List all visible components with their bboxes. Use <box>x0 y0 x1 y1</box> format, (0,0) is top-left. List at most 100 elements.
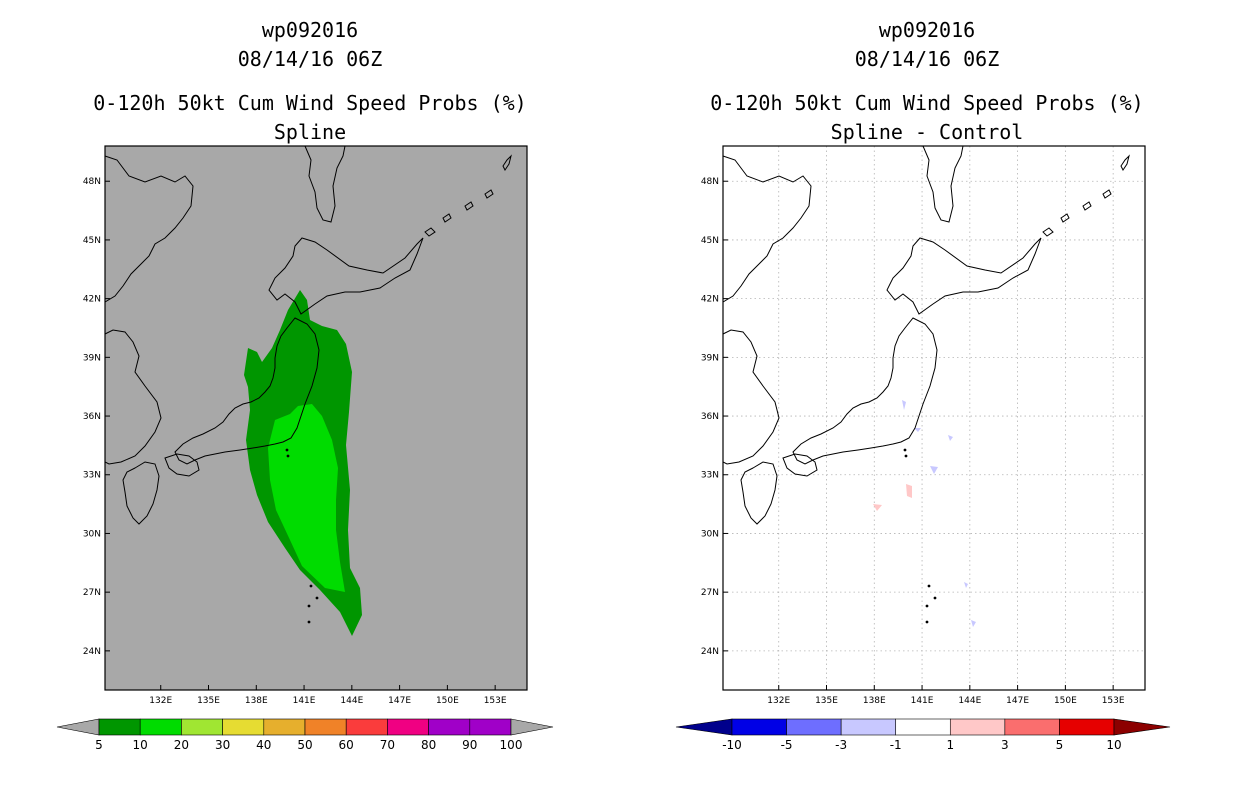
panel-diff-map-frame <box>722 145 1146 691</box>
panel-spline-minus-control: wp092016 08/14/16 06Z 0-120h 50kt Cum Wi… <box>675 18 1171 752</box>
colorbar-label: -5 <box>781 738 793 752</box>
x-tick-label: 138E <box>863 696 886 706</box>
panel-diff-title-date: 08/14/16 06Z <box>855 47 1000 71</box>
y-tick-label: 27N <box>83 588 101 598</box>
x-tick-label: 135E <box>815 696 838 706</box>
x-tick-label: 147E <box>1006 696 1029 706</box>
x-tick-label: 132E <box>767 696 790 706</box>
colorbar-label: -10 <box>722 738 742 752</box>
colorbar-swatch <box>222 718 265 736</box>
x-tick-label: 150E <box>1054 696 1077 706</box>
coastline-segment <box>1120 154 1130 171</box>
colorbar-swatch <box>895 718 951 736</box>
x-tick-label: 153E <box>1102 696 1125 706</box>
colorbar-arrow-high <box>1113 718 1171 736</box>
x-tick-label: 144E <box>340 696 363 706</box>
colorbar-label: 10 <box>1106 738 1121 752</box>
colorbar-label: 20 <box>174 738 189 752</box>
colorbar-swatch <box>949 718 1006 736</box>
colorbar-label: 70 <box>380 738 395 752</box>
island-dot <box>927 584 931 588</box>
coastline-segment <box>424 227 436 237</box>
colorbar-label: 3 <box>1001 738 1009 752</box>
panel-spline-colorbar: 5 10 20 30 40 50 60 70 80 90 100 <box>56 718 554 752</box>
y-tick-label: 45N <box>83 236 101 246</box>
coastline-segment <box>464 201 474 211</box>
panel-spline-x-axis: 132E 135E 138E 141E 144E 147E 150E 153E <box>149 685 507 706</box>
coastline-segment <box>442 213 452 223</box>
island-dot <box>925 604 929 608</box>
colorbar-swatch <box>263 718 306 736</box>
panel-diff-y-axis: 48N 45N 42N 39N 36N 33N 30N 27N 24N <box>701 177 728 657</box>
island-dot <box>925 620 929 624</box>
x-tick-label: 132E <box>149 696 172 706</box>
x-tick-label: 141E <box>293 696 316 706</box>
coastline-segment <box>122 461 160 525</box>
y-tick-label: 45N <box>701 236 719 246</box>
coastline-segment <box>1042 227 1054 237</box>
colorbar-swatch <box>181 718 223 736</box>
x-tick-label: 138E <box>245 696 268 706</box>
y-tick-label: 36N <box>701 412 719 422</box>
panel-diff-title-storm: wp092016 <box>879 18 975 42</box>
x-tick-label: 135E <box>197 696 220 706</box>
colorbar-label: 90 <box>462 738 477 752</box>
island-dot <box>307 604 311 608</box>
colorbar-swatch <box>1004 718 1060 736</box>
panel-diff-title-method: Spline - Control <box>831 120 1024 144</box>
diff-blob-negative <box>930 466 938 474</box>
colorbar-swatch <box>428 718 471 736</box>
coastline-segment <box>1082 201 1092 211</box>
colorbar-label: -3 <box>835 738 847 752</box>
colorbar-swatch <box>786 718 842 736</box>
coastline-segment <box>164 453 200 477</box>
panel-spline-coastlines <box>104 145 512 624</box>
colorbar-arrow-low <box>56 718 100 736</box>
y-tick-label: 33N <box>701 471 719 481</box>
panel-spline-title-method: Spline <box>274 120 346 144</box>
panel-diff-coastlines <box>722 145 1130 624</box>
y-tick-label: 39N <box>83 353 101 363</box>
coastline-segment <box>104 329 162 465</box>
island-dot <box>904 454 908 458</box>
coastline-segment <box>304 145 346 223</box>
y-tick-label: 24N <box>701 647 719 657</box>
island-dot <box>309 584 313 588</box>
colorbar-label: 5 <box>95 738 103 752</box>
diff-blob-negative <box>914 428 921 432</box>
coastline-segment <box>922 145 964 223</box>
panel-diff-gridlines <box>723 146 1145 690</box>
y-tick-label: 42N <box>701 295 719 305</box>
diff-blob-positive <box>906 484 912 498</box>
x-tick-label: 153E <box>484 696 507 706</box>
island-dot <box>903 448 907 452</box>
coastline-segment <box>268 237 424 315</box>
coastline-segment <box>792 317 938 465</box>
coastline-segment <box>782 453 818 477</box>
colorbar-label: 80 <box>421 738 436 752</box>
x-tick-label: 150E <box>436 696 459 706</box>
coastline-segment <box>1060 213 1070 223</box>
y-tick-label: 33N <box>83 471 101 481</box>
coastline-segment <box>722 155 812 303</box>
colorbar-label: 40 <box>256 738 271 752</box>
colorbar-label: -1 <box>890 738 902 752</box>
diff-blob-negative <box>948 435 953 441</box>
colorbar-label: 30 <box>215 738 230 752</box>
colorbar-swatch <box>469 718 512 736</box>
colorbar-arrow-high <box>510 718 554 736</box>
coastline-segment <box>740 461 778 525</box>
colorbar-label: 10 <box>133 738 148 752</box>
colorbar-label: 5 <box>1056 738 1064 752</box>
coastline-segment <box>174 317 320 465</box>
colorbar-swatch <box>731 718 787 736</box>
colorbar-swatch <box>304 718 347 736</box>
panel-diff-colorbar: -10 -5 -3 -1 1 3 5 10 <box>675 718 1171 752</box>
y-tick-label: 30N <box>83 529 101 539</box>
y-tick-label: 36N <box>83 412 101 422</box>
panel-spline-map-frame <box>104 145 528 691</box>
y-tick-label: 48N <box>701 177 719 187</box>
diff-blob-negative <box>971 620 976 627</box>
coastline-segment <box>484 189 494 199</box>
coastline-segment <box>886 237 1042 315</box>
